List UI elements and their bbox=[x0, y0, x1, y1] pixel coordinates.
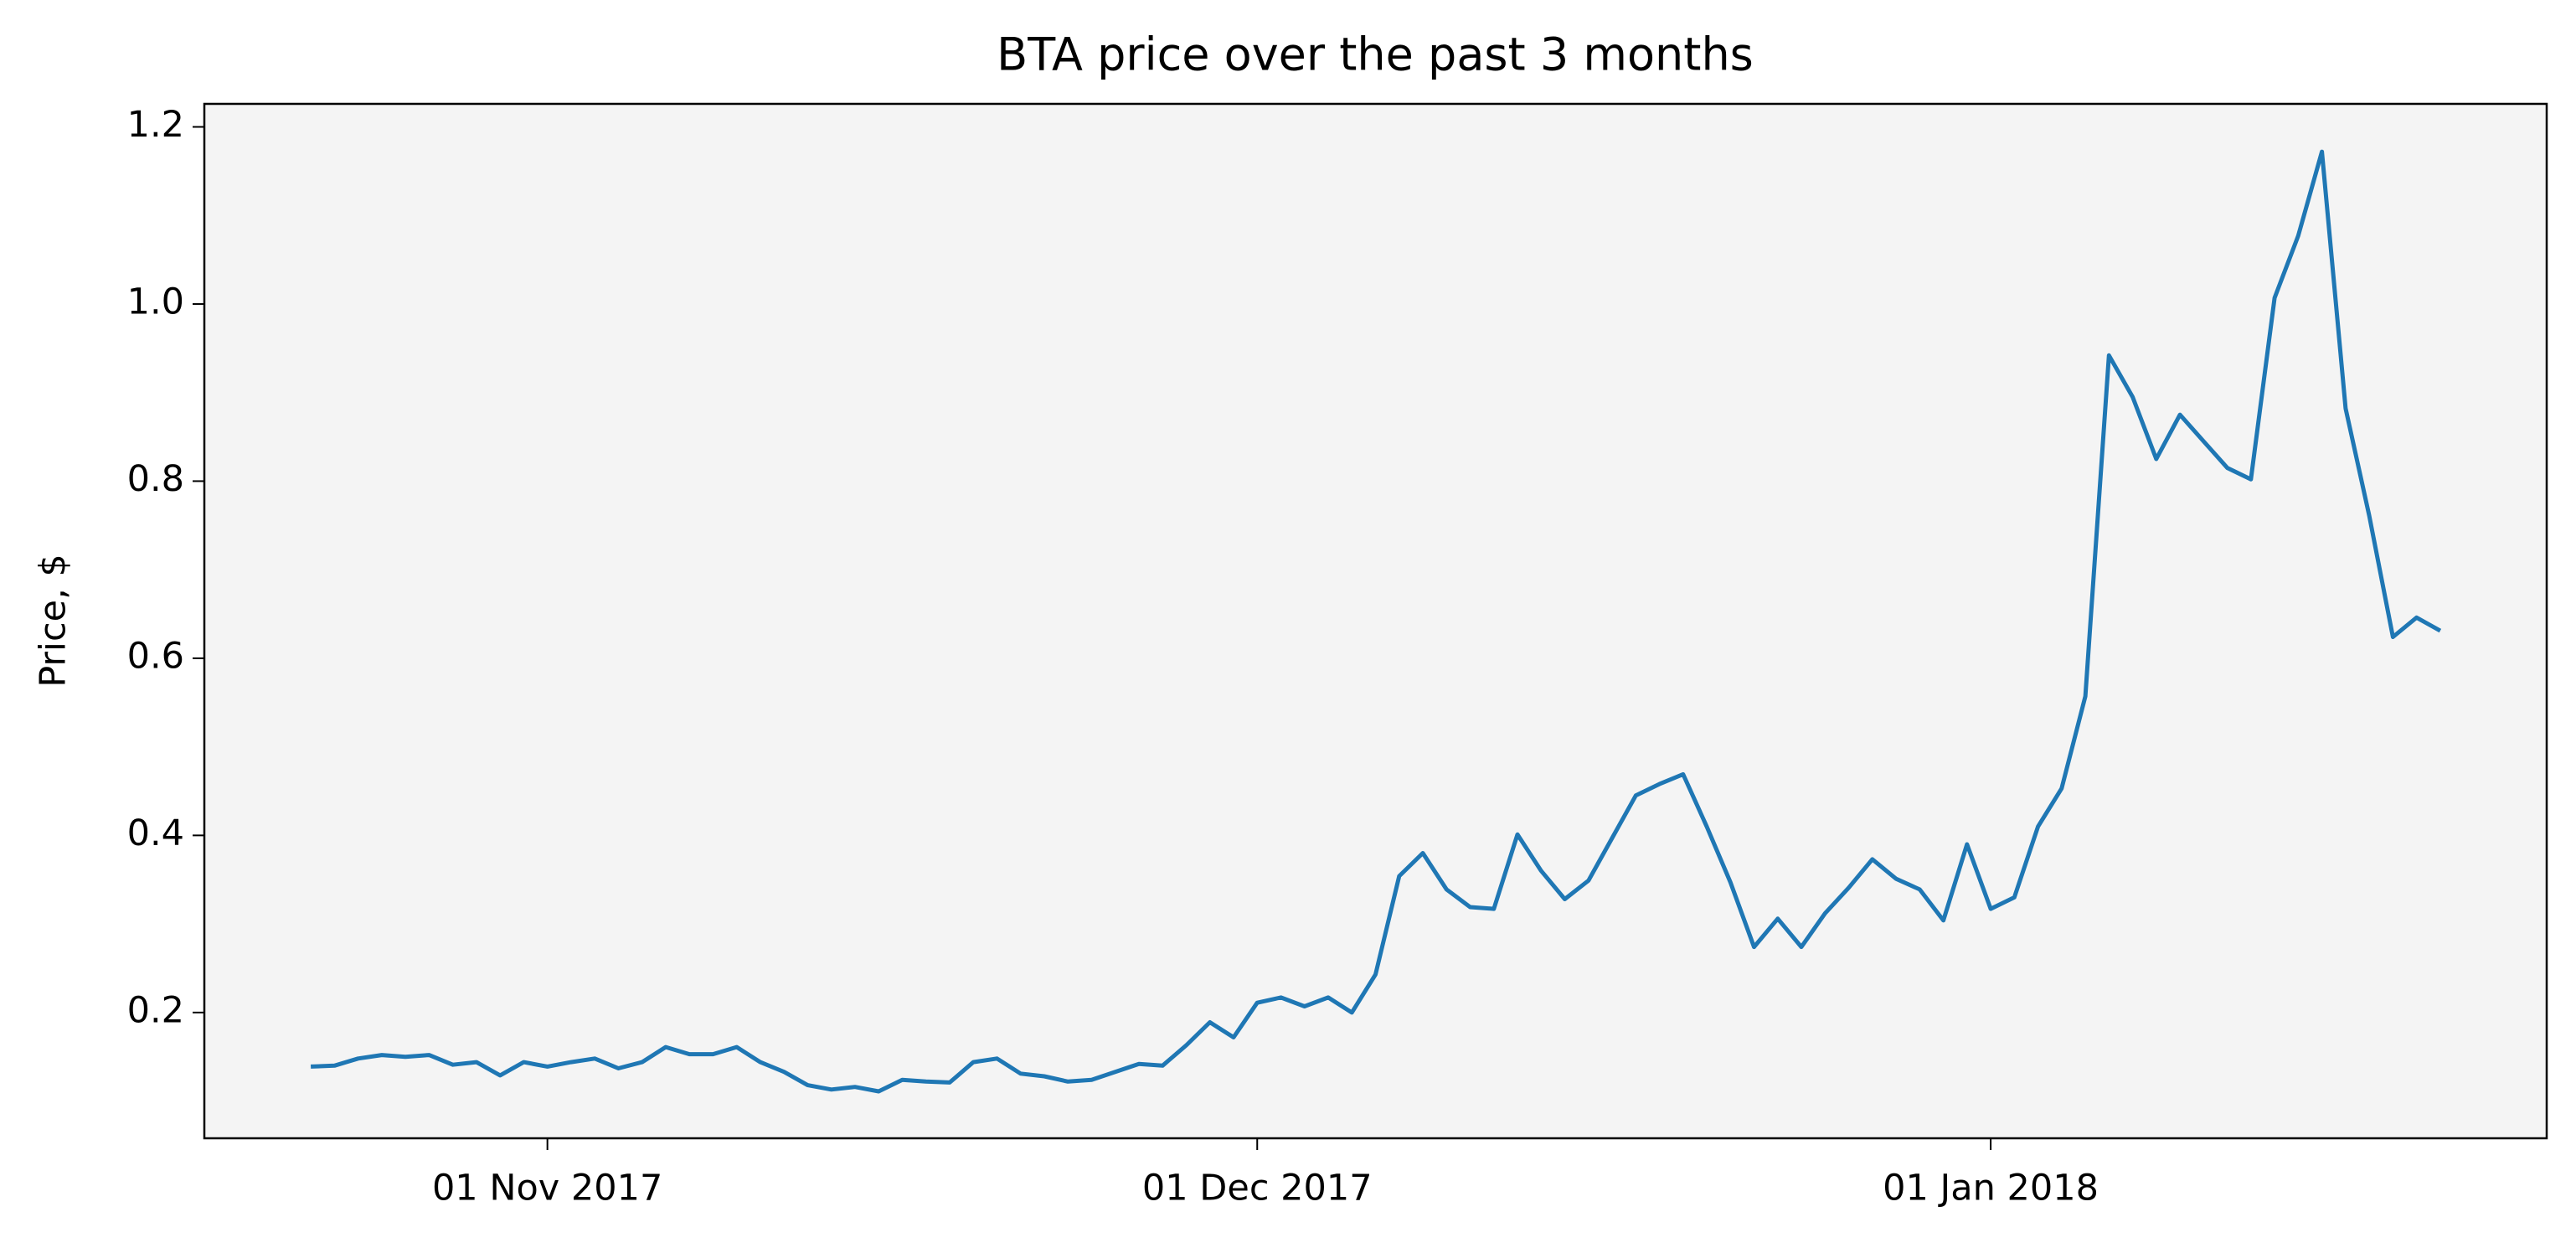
x-tick-label: 01 Nov 2017 bbox=[432, 1168, 662, 1209]
x-tick-label: 01 Dec 2017 bbox=[1142, 1168, 1373, 1209]
y-tick-label: 0.4 bbox=[127, 812, 184, 854]
y-tick-label: 0.8 bbox=[127, 458, 184, 500]
y-tick-label: 0.6 bbox=[127, 635, 184, 677]
y-tick-label: 1.0 bbox=[127, 281, 184, 322]
y-tick-label: 1.2 bbox=[127, 104, 184, 146]
plot-area bbox=[204, 104, 2547, 1138]
chart-title: BTA price over the past 3 months bbox=[997, 28, 1754, 81]
x-tick-label: 01 Jan 2018 bbox=[1883, 1168, 2099, 1209]
price-line bbox=[311, 149, 2442, 1094]
y-tick-label: 0.2 bbox=[127, 989, 184, 1031]
axes-frame bbox=[203, 102, 2548, 1140]
y-axis-label: Price, $ bbox=[33, 554, 75, 688]
